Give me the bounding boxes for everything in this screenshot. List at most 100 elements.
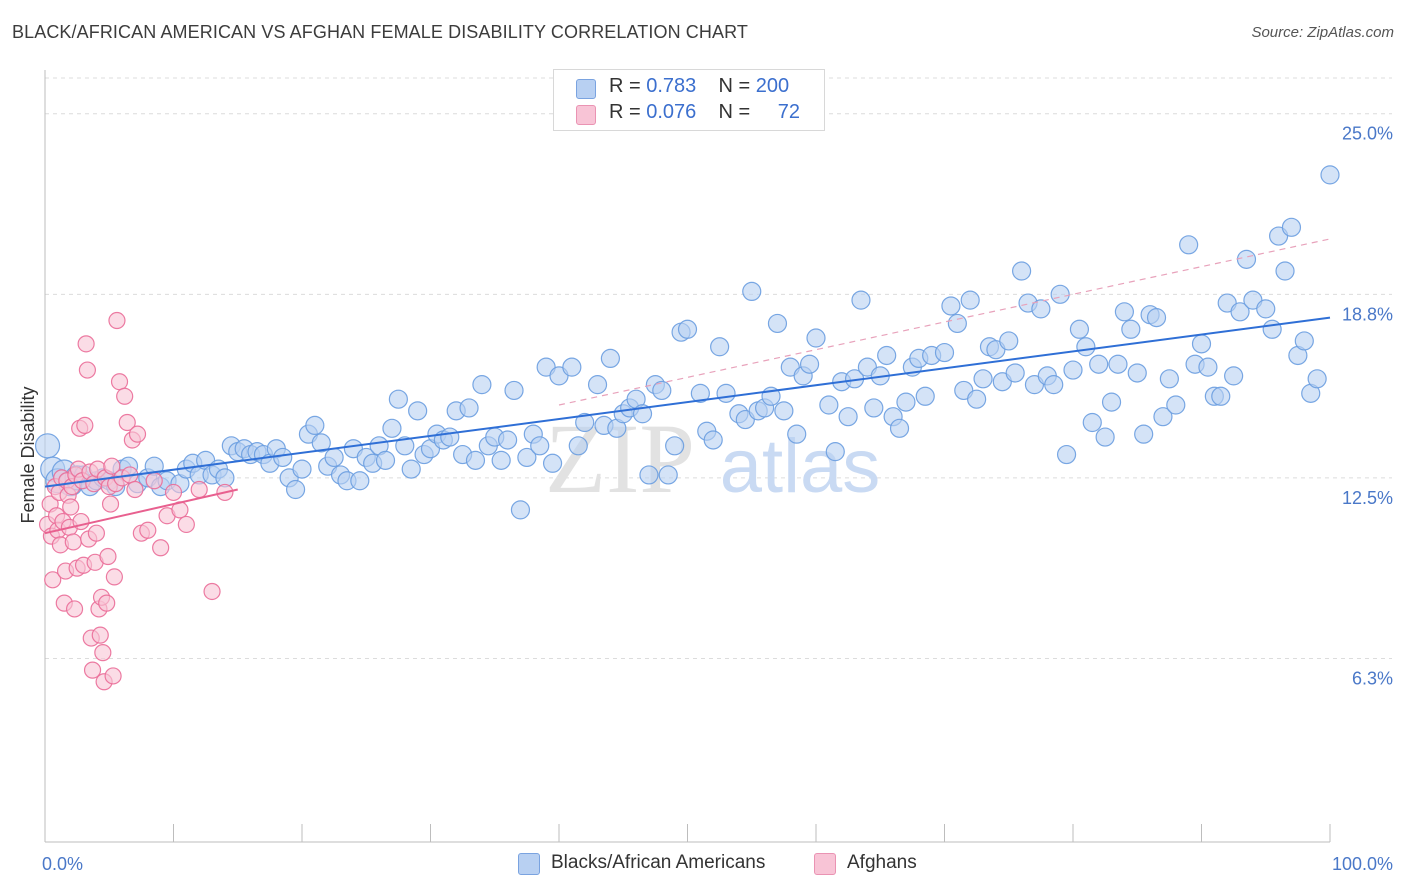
series-afghans xyxy=(38,311,234,691)
point-blacks xyxy=(896,392,916,412)
legend-r-value-afghans: 0.076 xyxy=(646,101,697,123)
point-blacks xyxy=(1076,337,1096,357)
point-blacks xyxy=(1166,395,1186,415)
point-blacks xyxy=(851,290,871,310)
point-blacks xyxy=(864,398,884,418)
watermark: ZIP atlas xyxy=(545,403,880,514)
point-blacks xyxy=(575,412,595,433)
point-blacks xyxy=(491,450,511,470)
point-blacks xyxy=(710,337,730,357)
point-afghans xyxy=(83,661,102,679)
point-blacks xyxy=(587,375,608,395)
y-axis-label: Female Disability xyxy=(18,386,38,523)
series-blacks xyxy=(34,165,1340,520)
legend-n-label: N = xyxy=(718,75,751,97)
point-afghans xyxy=(44,571,62,589)
bottom-legend-label-blacks: Blacks/African Americans xyxy=(551,852,766,873)
point-afghans xyxy=(77,335,95,353)
point-afghans xyxy=(128,425,147,443)
y-tick-label: 18.8% xyxy=(1342,304,1393,324)
legend-r-label: R = xyxy=(609,75,641,97)
point-afghans xyxy=(91,626,109,644)
bottom-legend-label-afghans: Afghans xyxy=(847,852,917,873)
point-blacks xyxy=(459,398,479,418)
point-blacks xyxy=(542,453,563,473)
point-blacks xyxy=(1121,319,1141,339)
point-blacks xyxy=(1211,386,1231,406)
point-blacks xyxy=(1095,427,1115,447)
point-blacks xyxy=(530,436,550,456)
point-afghans xyxy=(116,387,134,405)
x-tick-label: 100.0% xyxy=(1332,854,1393,874)
point-blacks xyxy=(1262,319,1282,339)
point-blacks xyxy=(311,433,331,453)
point-afghans xyxy=(65,600,84,618)
point-blacks xyxy=(1134,424,1154,444)
point-blacks xyxy=(1114,302,1135,322)
point-blacks xyxy=(665,436,685,456)
point-blacks xyxy=(1056,444,1077,465)
point-blacks xyxy=(677,319,698,339)
chart-title: BLACK/AFRICAN AMERICAN VS AFGHAN FEMALE … xyxy=(12,22,748,42)
point-blacks xyxy=(658,465,678,485)
point-blacks xyxy=(1082,412,1102,433)
point-blacks xyxy=(703,430,723,450)
stats-legend: R = 0.783 N = 200 R = 0.076 N = 72 xyxy=(553,69,825,131)
point-blacks xyxy=(1101,392,1122,412)
point-blacks xyxy=(498,430,518,450)
point-afghans xyxy=(118,413,136,432)
point-blacks xyxy=(395,436,415,456)
point-blacks xyxy=(568,436,588,456)
point-blacks xyxy=(324,447,344,468)
bottom-legend-swatch-afghans xyxy=(814,853,836,875)
point-afghans xyxy=(110,373,129,391)
point-blacks xyxy=(292,459,312,479)
point-blacks xyxy=(350,471,370,491)
tick-labels: 6.3% 12.5% 18.8% 25.0% 0.0% 100.0% xyxy=(42,124,1393,874)
point-blacks xyxy=(941,296,961,316)
point-afghans xyxy=(94,644,112,662)
y-tick-label: 12.5% xyxy=(1342,488,1393,508)
legend-r-value-blacks: 0.783 xyxy=(646,75,697,97)
point-blacks xyxy=(1050,284,1070,304)
point-blacks xyxy=(799,354,820,374)
legend-swatch-blacks xyxy=(576,79,596,99)
point-blacks xyxy=(915,386,935,406)
point-afghans xyxy=(164,483,183,502)
point-afghans xyxy=(190,480,208,499)
point-blacks xyxy=(973,369,993,389)
point-blacks xyxy=(1159,369,1179,389)
point-blacks xyxy=(285,479,306,500)
point-blacks xyxy=(401,459,421,479)
point-blacks xyxy=(600,348,621,369)
point-blacks xyxy=(652,380,672,401)
point-afghans xyxy=(145,472,163,490)
point-blacks xyxy=(1069,319,1090,339)
point-afghans xyxy=(98,594,116,612)
point-blacks xyxy=(1191,334,1212,354)
point-afghans xyxy=(177,515,195,534)
point-blacks xyxy=(639,465,659,485)
point-blacks xyxy=(1005,363,1025,383)
point-blacks xyxy=(472,375,492,395)
point-blacks xyxy=(1224,366,1244,386)
point-blacks xyxy=(947,313,967,334)
point-blacks xyxy=(1275,261,1295,281)
point-blacks xyxy=(877,345,897,366)
point-blacks xyxy=(1031,299,1051,319)
point-afghans xyxy=(126,480,144,499)
point-blacks xyxy=(504,380,524,401)
point-afghans xyxy=(139,521,157,539)
point-blacks xyxy=(1153,407,1173,427)
point-blacks xyxy=(825,442,845,462)
point-afghans xyxy=(105,568,123,586)
point-blacks xyxy=(999,331,1019,351)
point-blacks xyxy=(742,281,762,302)
trend-line-afghans xyxy=(44,488,238,535)
data-points xyxy=(34,165,1340,691)
point-afghans xyxy=(76,416,94,435)
point-blacks xyxy=(1236,249,1257,269)
point-afghans xyxy=(203,582,221,601)
legend-swatch-afghans xyxy=(576,105,596,125)
